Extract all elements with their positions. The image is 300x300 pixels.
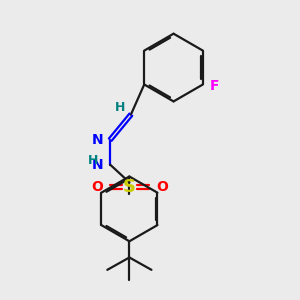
Text: H: H: [87, 154, 98, 167]
Text: H: H: [115, 101, 125, 114]
Text: S: S: [123, 178, 136, 196]
Text: N: N: [92, 133, 104, 147]
Text: F: F: [209, 79, 219, 93]
Text: N: N: [92, 158, 104, 172]
Text: O: O: [156, 180, 168, 194]
Text: O: O: [91, 180, 103, 194]
